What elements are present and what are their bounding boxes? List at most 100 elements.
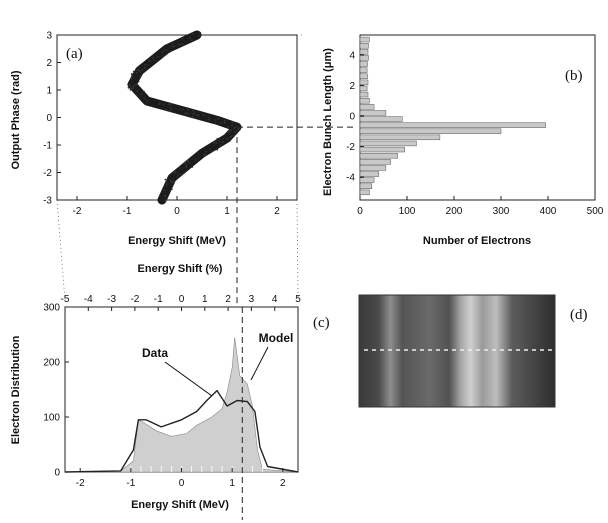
histogram-bar	[359, 43, 369, 49]
histogram-bar	[359, 116, 403, 122]
panel-c-top-xlabel: Energy Shift (%)	[138, 263, 223, 275]
top-x-tick-label: -1	[154, 294, 163, 305]
scatter-point	[228, 129, 231, 132]
x-tick-label: -1	[126, 478, 135, 489]
panel-a: -2 -1 0 1 2 -3 -2 -1 0 1 2 3 (a) Energy Shift (MeV)…	[10, 30, 355, 305]
scatter-point	[151, 56, 154, 59]
scatter-point	[158, 103, 161, 106]
scatter-point	[193, 112, 196, 115]
histogram-bar	[359, 49, 369, 55]
top-x-tick-label: -2	[130, 294, 139, 305]
scatter-point	[166, 182, 169, 185]
scatter-point	[221, 141, 224, 144]
scatter-point	[162, 103, 165, 106]
top-x-tick-label: 5	[295, 294, 301, 305]
scatter-point	[182, 108, 185, 111]
panel-b-ticks: 0 100 200 300 400 500 -4 -2 0 2 4	[346, 50, 604, 217]
x-tick-label: 0	[174, 206, 180, 217]
top-x-tick-label: 2	[225, 294, 231, 305]
scatter-point	[139, 75, 142, 78]
panel-d: (d)	[358, 294, 588, 408]
scatter-point	[169, 109, 172, 112]
histogram-bar	[359, 146, 405, 153]
histogram-bar	[359, 73, 368, 79]
scatter-point	[162, 55, 165, 58]
scatter-point	[187, 109, 190, 111]
scatter-point	[237, 128, 240, 131]
scatter-point	[163, 189, 166, 192]
histogram-bar	[359, 171, 380, 177]
scatter-point	[215, 142, 218, 144]
panel-a-ticks: -2 -1 0 1 2 -3 -2 -1 0 1 2 3	[43, 31, 280, 218]
scatter-point	[179, 43, 181, 46]
scatter-point	[184, 113, 187, 116]
scatter-point	[165, 184, 168, 187]
histogram-bar	[359, 128, 502, 134]
scatter-point	[222, 138, 224, 140]
y-tick-label: 300	[43, 303, 60, 314]
panel-c-ylabel: Electron Distribution	[10, 335, 22, 444]
scatter-point	[153, 59, 155, 61]
panel-a-xlabel: Energy Shift (MeV)	[128, 235, 226, 247]
histogram-bar	[359, 55, 369, 61]
scatter-point	[183, 172, 185, 175]
scatter-point	[137, 84, 140, 87]
scatter-point	[170, 106, 172, 109]
scatter-point	[135, 71, 138, 74]
scatter-point	[165, 179, 168, 182]
histogram-bar	[359, 165, 387, 171]
scatter-point	[164, 199, 166, 202]
scatter-point	[213, 141, 216, 144]
x-tick-label: 0	[179, 478, 185, 489]
histogram-bar	[359, 140, 417, 147]
scatter-point	[227, 132, 230, 134]
scatter-point	[177, 43, 180, 46]
scatter-point	[168, 103, 170, 106]
scatter-point	[214, 122, 217, 124]
scatter-point	[171, 45, 174, 48]
x-tick-label: 300	[493, 206, 510, 217]
scatter-point	[130, 72, 133, 75]
scatter-point	[173, 171, 176, 174]
x-tick-label: 200	[446, 206, 463, 217]
scatter-point	[187, 112, 190, 115]
scatter-point	[177, 173, 180, 175]
scatter-point	[169, 102, 172, 105]
annotation-data: Data	[142, 346, 168, 360]
scatter-point	[164, 194, 166, 197]
scatter-point	[165, 108, 168, 111]
top-x-tick-label: 1	[202, 294, 208, 305]
scatter-point	[207, 116, 210, 119]
histogram-bar	[359, 85, 368, 92]
scatter-point	[233, 134, 236, 137]
scatter-point	[191, 33, 194, 35]
scatter-point	[223, 119, 226, 122]
scatter-point	[230, 129, 233, 132]
y-tick-label: -2	[346, 142, 355, 153]
scatter-point	[190, 39, 193, 42]
scatter-point	[132, 70, 135, 73]
y-tick-label: -1	[43, 141, 52, 152]
scatter-point	[131, 74, 133, 77]
scatter-point	[172, 180, 175, 183]
scatter-point	[137, 80, 140, 83]
panel-c-ticks: -2 -1 0 1 2 -5 -4 -3 -2 -1 0 1 2 3 4 5 0 100 200 300	[43, 294, 301, 489]
scatter-point	[144, 67, 147, 69]
scatter-point	[234, 126, 237, 128]
scatter-point	[234, 131, 237, 134]
scatter-point	[229, 136, 232, 138]
x-tick-label: 500	[587, 206, 604, 217]
scatter-point	[184, 111, 187, 114]
scatter-point	[146, 100, 149, 103]
histogram-bar	[359, 189, 370, 196]
y-tick-label: 100	[43, 413, 60, 424]
top-x-tick-label: 0	[179, 294, 185, 305]
scatter-point	[179, 108, 182, 111]
scatter-point	[141, 68, 144, 71]
scatter-point	[216, 137, 219, 140]
scatter-point	[185, 164, 188, 167]
panel-d-streak-image	[358, 294, 556, 408]
y-tick-label: 0	[349, 111, 355, 122]
scatter-point	[131, 87, 134, 89]
